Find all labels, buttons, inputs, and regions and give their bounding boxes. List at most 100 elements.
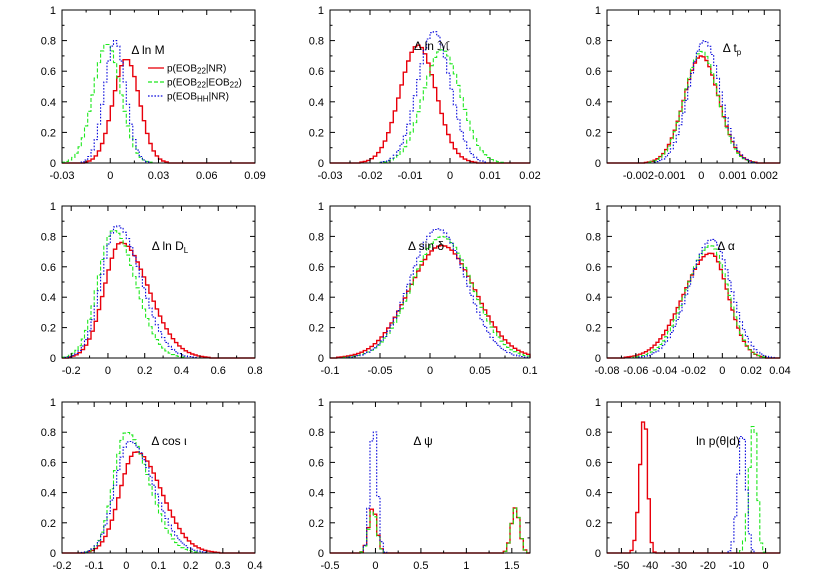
series-green-histogram — [330, 235, 531, 359]
x-tick-label: 0.1 — [151, 560, 166, 572]
y-tick-label: 0.6 — [586, 457, 601, 469]
y-tick-label: 0.4 — [309, 292, 324, 304]
x-tick-label: -0.02 — [357, 170, 382, 182]
y-tick-label: 0.8 — [41, 427, 56, 439]
series-red-histogram — [62, 451, 255, 554]
x-tick-label: -0.04 — [652, 365, 677, 377]
series-green-histogram — [61, 43, 255, 164]
y-tick-label: 0.8 — [586, 231, 601, 243]
x-tick-label: 0 — [372, 560, 378, 572]
y-tick-label: 0.2 — [309, 518, 324, 530]
y-tick-label: 0.6 — [586, 66, 601, 78]
x-tick-label: 0 — [698, 170, 704, 182]
x-tick-label: 0.03 — [148, 170, 169, 182]
x-tick-label: -0.03 — [317, 170, 342, 182]
y-tick-label: 0 — [595, 353, 601, 365]
x-tick-label: 0.3 — [215, 560, 230, 572]
x-tick-label: -0.01 — [397, 170, 422, 182]
x-tick-label: 0.04 — [769, 365, 790, 377]
y-tick-label: 1 — [50, 201, 56, 213]
y-tick-label: 0.6 — [41, 66, 56, 78]
series-red-histogram — [607, 421, 780, 554]
y-tick-label: 0.8 — [586, 36, 601, 48]
y-tick-label: 0.6 — [309, 457, 324, 469]
y-tick-label: 0.8 — [41, 231, 56, 243]
series-green-histogram — [62, 431, 255, 554]
panel-3: 0 0.2 0.4 0.6 0.8 1 -0.002 -0.001 0 0.001 0.002 Δ t… — [586, 5, 781, 182]
x-tick-label: -30 — [671, 560, 687, 572]
series-green-histogram — [607, 245, 780, 359]
y-tick-label: 1 — [318, 397, 324, 409]
panel-5: 0 0.2 0.4 0.6 0.8 1 -0.1 -0.05 0 0.05 0.1 Δ sin δ — [309, 201, 538, 377]
x-tick-label: 0.01 — [479, 170, 500, 182]
x-tick-label: -0.001 — [654, 170, 685, 182]
plot-frame — [606, 205, 781, 359]
y-tick-label: 0.2 — [41, 323, 56, 335]
y-tick-label: 1 — [595, 5, 601, 17]
y-tick-label: 0.4 — [586, 292, 601, 304]
y-tick-label: 0 — [50, 353, 56, 365]
y-tick-label: 0.4 — [41, 97, 56, 109]
x-tick-label: -0.1 — [85, 560, 104, 572]
series-green-histogram — [330, 507, 530, 554]
x-tick-label: 0.2 — [183, 560, 198, 572]
x-tick-label: 0 — [105, 365, 111, 377]
panel-label: Δ ln M — [131, 43, 164, 57]
x-tick-label: 0 — [719, 365, 725, 377]
y-tick-label: 0.2 — [309, 127, 324, 139]
x-tick-label: 0.4 — [247, 560, 262, 572]
y-tick-label: 0.6 — [41, 457, 56, 469]
x-tick-label: 0.5 — [413, 560, 428, 572]
x-tick-label: -0.2 — [53, 560, 72, 572]
y-tick-label: 0.8 — [586, 427, 601, 439]
x-tick-label: 0.001 — [719, 170, 747, 182]
series-blue-histogram — [607, 238, 780, 359]
panel-6: 0 0.2 0.4 0.6 0.8 1 -0.08 -0.06 -0.04 -0.02 0 0.02 0… — [586, 201, 791, 377]
y-tick-label: 0.2 — [586, 127, 601, 139]
panel-label: Δ ψ — [413, 434, 432, 448]
series-red-histogram — [330, 244, 531, 359]
y-tick-label: 0 — [595, 548, 601, 560]
y-tick-label: 0 — [318, 548, 324, 560]
x-tick-label: -0.03 — [49, 170, 74, 182]
y-tick-label: 0 — [595, 158, 601, 170]
y-tick-label: 0.8 — [309, 231, 324, 243]
y-tick-label: 0.8 — [309, 36, 324, 48]
panel-label: ln p(θ|d) — [696, 434, 740, 448]
y-tick-label: 1 — [50, 5, 56, 17]
x-tick-label: 0.06 — [196, 170, 217, 182]
panel-label: Δ cos ι — [151, 434, 187, 448]
x-tick-label: 0.4 — [174, 365, 189, 377]
plot-frame — [329, 9, 531, 164]
y-tick-label: 0.4 — [309, 488, 324, 500]
y-tick-label: 1 — [595, 201, 601, 213]
y-tick-label: 0 — [50, 158, 56, 170]
panel-4: 0 0.2 0.4 0.6 0.8 1 -0.2 0 0.2 0.4 0.6 0.8 Δ ln DL — [41, 201, 263, 377]
plot-frame — [61, 401, 256, 554]
y-tick-label: 0.4 — [41, 488, 56, 500]
x-tick-label: -10 — [729, 560, 745, 572]
y-tick-label: 0.2 — [41, 518, 56, 530]
x-tick-label: 0.8 — [247, 365, 262, 377]
series-red-histogram — [330, 507, 530, 554]
panel-label: Δ ln DL — [152, 239, 189, 255]
x-tick-label: 0.02 — [740, 365, 761, 377]
legend-label-blue: p(EOBHH|NR) — [167, 92, 229, 104]
y-tick-label: 0.6 — [309, 262, 324, 274]
series-blue-histogram — [607, 40, 780, 164]
y-tick-label: 0 — [318, 158, 324, 170]
y-tick-label: 0.8 — [309, 427, 324, 439]
y-tick-label: 0.6 — [41, 262, 56, 274]
series-blue-histogram — [330, 31, 530, 164]
x-tick-label: -0.1 — [321, 365, 340, 377]
y-tick-label: 0.2 — [309, 323, 324, 335]
y-tick-label: 1 — [595, 397, 601, 409]
y-tick-label: 0.2 — [41, 127, 56, 139]
y-tick-label: 0.4 — [586, 97, 601, 109]
x-tick-label: 0.002 — [751, 170, 779, 182]
y-tick-label: 0.2 — [586, 518, 601, 530]
series-blue-histogram — [607, 435, 780, 554]
panel-label: Δ ln ℳ — [414, 39, 450, 53]
x-tick-label: 0.02 — [519, 170, 540, 182]
